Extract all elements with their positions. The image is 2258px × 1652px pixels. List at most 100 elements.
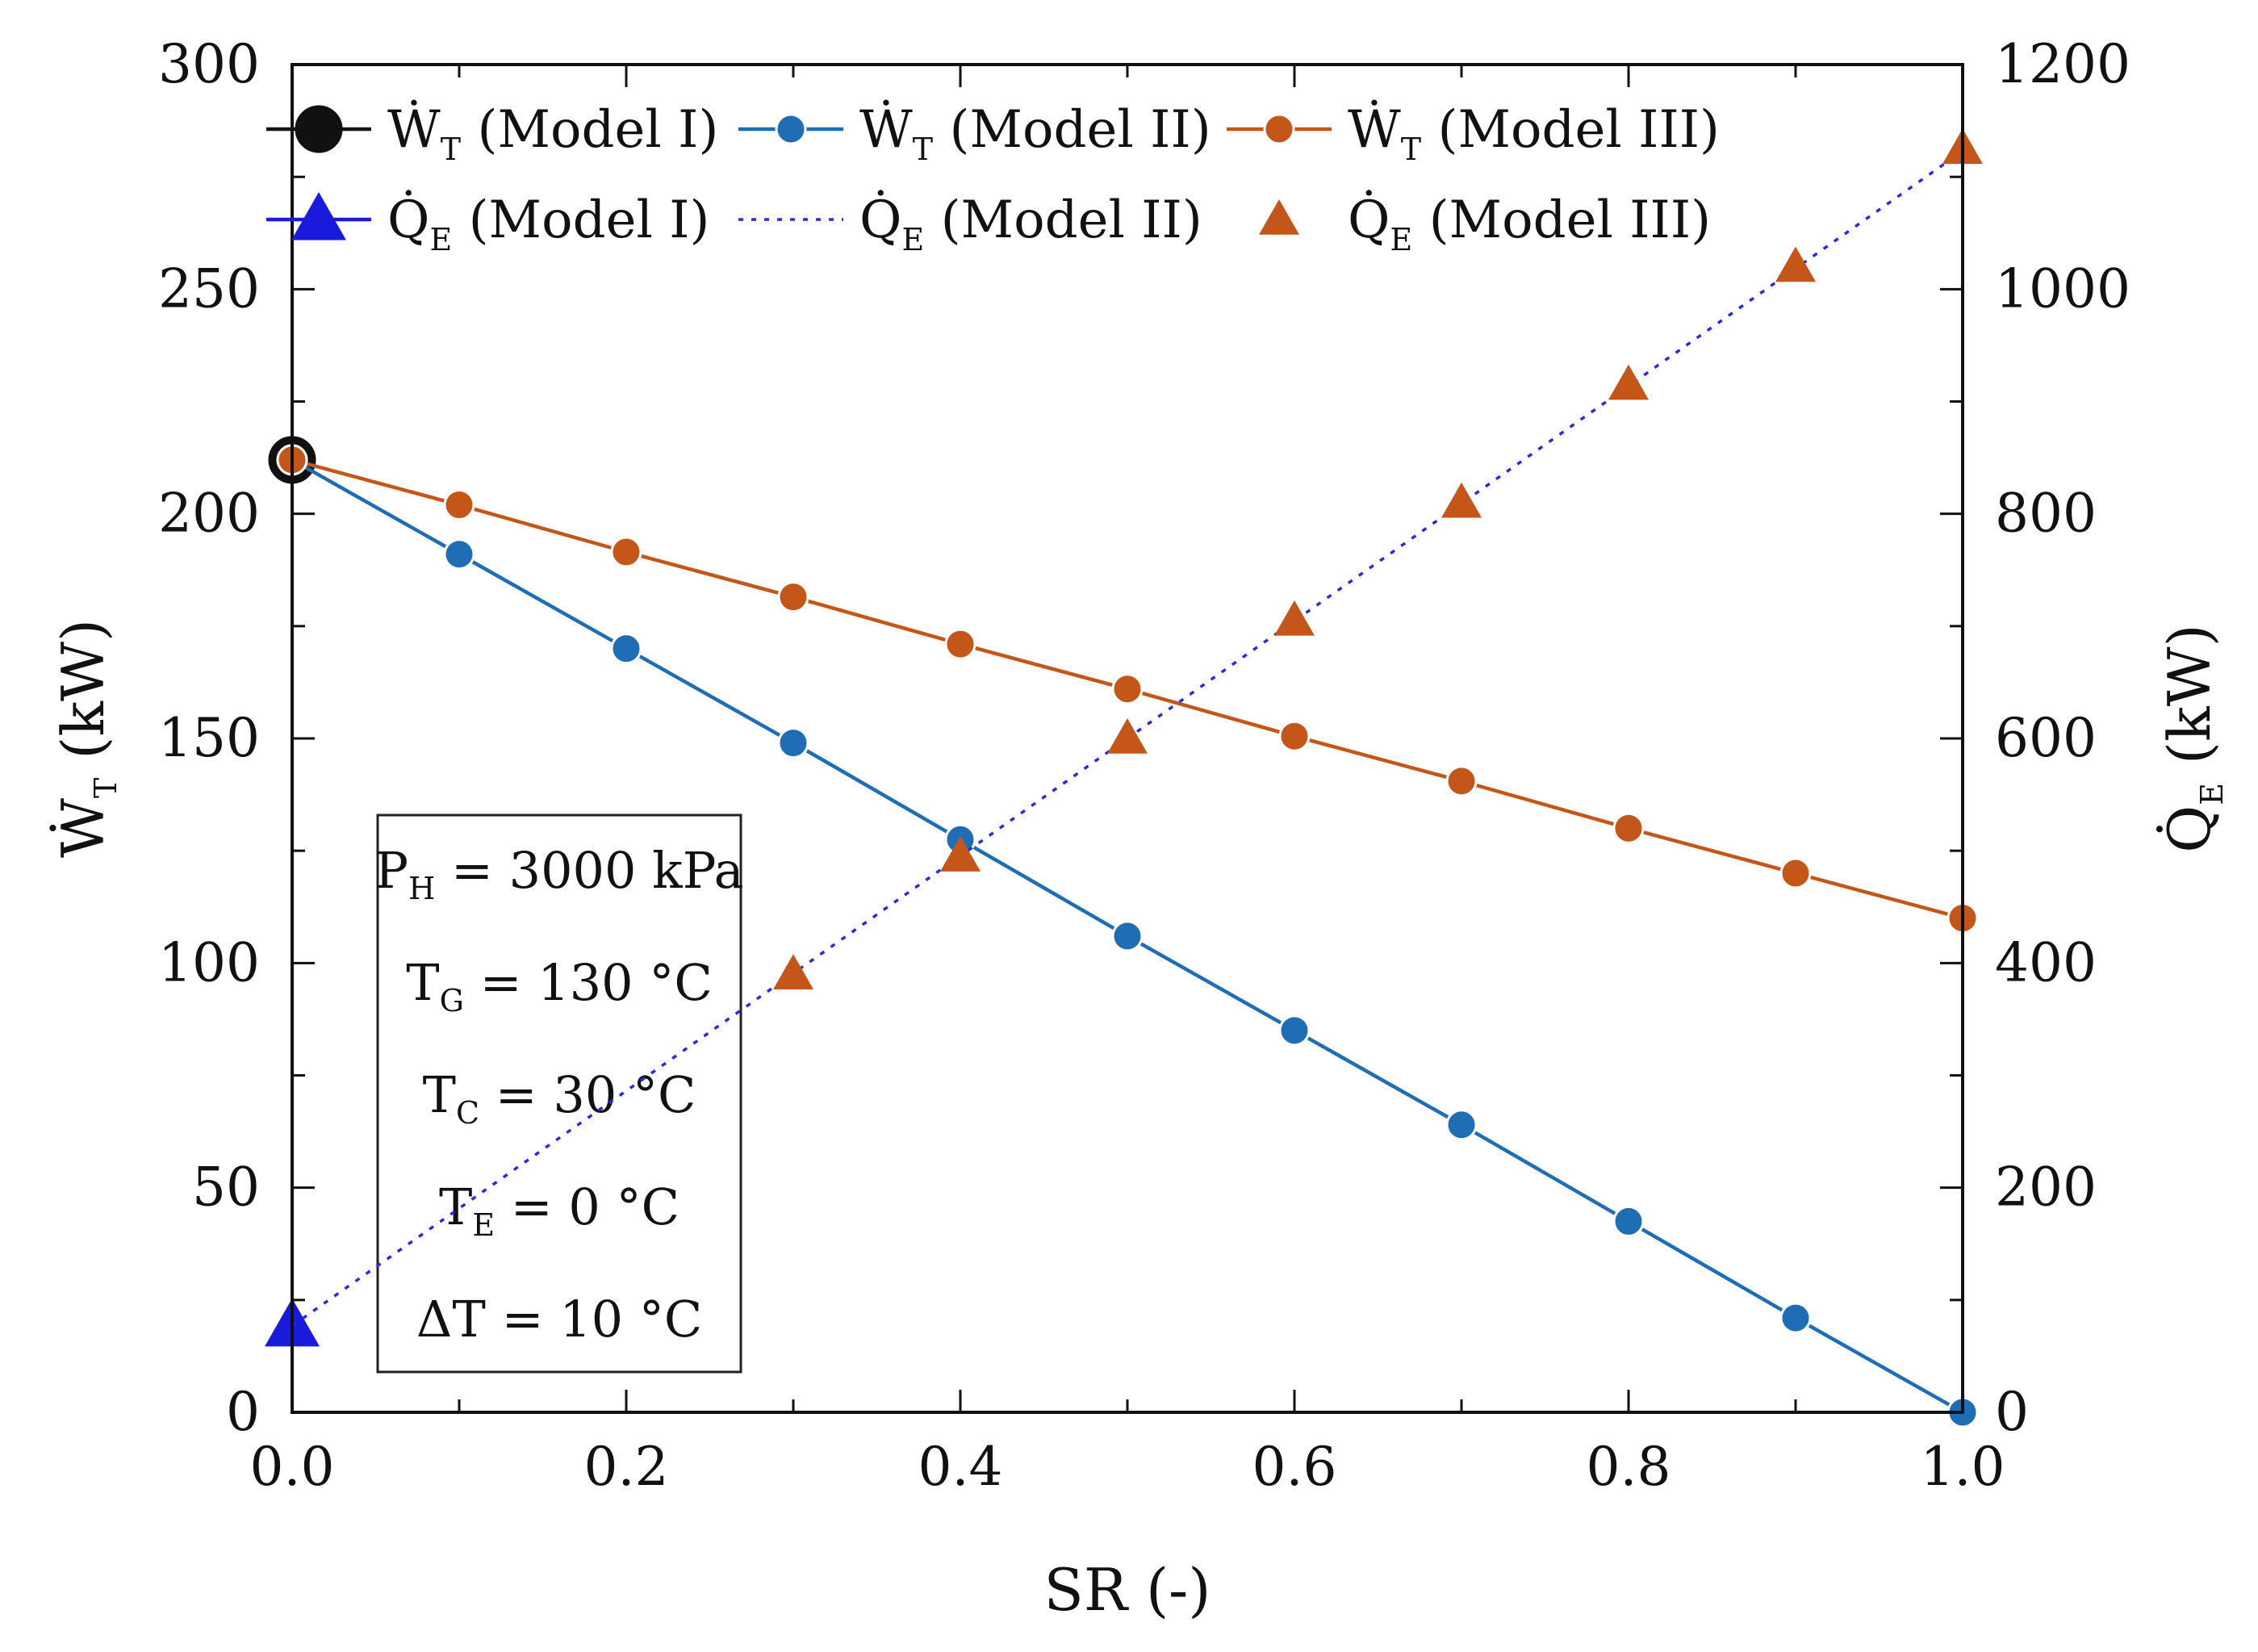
y-left-axis-unit: (kW): [49, 619, 117, 778]
x-tick-label: 0.6: [1252, 1436, 1337, 1498]
annotation-subscript: E: [472, 1207, 495, 1243]
y-left-axis-title: ẆT (kW): [48, 619, 123, 858]
data-point: [610, 536, 642, 568]
legend-subscript: E: [1390, 222, 1412, 257]
data-point: [1612, 812, 1645, 844]
annotation-value: = 30 °C: [479, 1065, 696, 1124]
legend-item: Q̇E (Model II): [738, 189, 1202, 257]
legend-label: ẆT (Model II): [859, 99, 1211, 167]
y-right-tick-label: 800: [1995, 483, 2097, 545]
annotation-subscript: C: [456, 1095, 479, 1131]
x-tick-label: 0.0: [250, 1436, 335, 1498]
x-tick-label: 0.4: [918, 1436, 1003, 1498]
data-point: [940, 836, 981, 872]
legend-model: (Model III): [1412, 190, 1711, 250]
data-point: [773, 954, 813, 989]
y-right-tick-label: 200: [1995, 1156, 2097, 1219]
data-point: [443, 538, 475, 571]
y-left-tick-label: 50: [192, 1156, 260, 1219]
annotation-subscript: G: [440, 983, 464, 1018]
data-point: [1779, 857, 1812, 889]
x-tick-label: 0.2: [584, 1436, 669, 1498]
legend-item: ẆT (Model III): [1227, 99, 1720, 167]
data-point: [777, 727, 809, 759]
data-point: [777, 581, 809, 613]
legend-marker: [775, 113, 807, 145]
legend-marker: [291, 192, 346, 240]
legend: ẆT (Model I) ẆT (Model II) ẆT (Model III)Q…: [266, 99, 1720, 257]
annotation-line: TE = 0 °C: [439, 1177, 679, 1243]
data-point: [1278, 1014, 1311, 1047]
x-axis-title: SR (-): [1044, 1556, 1211, 1624]
legend-label: ẆT (Model III): [1348, 99, 1720, 167]
legend-marker: [1259, 199, 1299, 235]
y-right-tick-label: 0: [1995, 1381, 2029, 1443]
y-left-axis-subscript: T: [88, 778, 123, 798]
y-left-tick-label: 300: [158, 33, 260, 95]
x-tick-label: 0.8: [1587, 1436, 1671, 1498]
y-right-tick-label: 600: [1995, 707, 2097, 769]
annotation-line: PH = 3000 kPa: [374, 841, 743, 906]
annotation-symbol: P: [374, 841, 408, 900]
data-point: [1608, 364, 1649, 400]
legend-subscript: E: [901, 222, 924, 257]
data-point: [1111, 920, 1144, 952]
data-point: [1274, 600, 1315, 636]
legend-item: ẆT (Model II): [738, 99, 1211, 167]
legend-model: (Model III): [1421, 100, 1720, 160]
data-point: [1612, 1205, 1645, 1237]
annotation-line: TC = 30 °C: [423, 1065, 696, 1131]
legend-symbol: Ẇ: [859, 99, 913, 160]
legend-marker: [295, 105, 343, 153]
annotation-symbol: ΔT: [416, 1290, 486, 1349]
annotation-line: ΔT = 10 °C: [416, 1290, 703, 1349]
annotation-symbol: T: [439, 1177, 472, 1236]
y-right-axis-title: Q̇E (kW): [2155, 624, 2230, 852]
legend-symbol: Q̇: [1348, 189, 1390, 250]
annotation-box-frame: [376, 813, 742, 1374]
annotation-value: = 130 °C: [464, 953, 713, 1012]
annotation-line: TG = 130 °C: [406, 953, 713, 1018]
y-left-tick-label: 100: [158, 931, 260, 993]
legend-subscript: T: [441, 132, 461, 167]
legend-subscript: T: [913, 132, 933, 167]
legend-item: Q̇E (Model III): [1259, 189, 1711, 257]
data-point: [1775, 246, 1816, 282]
legend-label: Q̇E (Model III): [1348, 189, 1711, 257]
legend-label: Q̇E (Model II): [859, 189, 1202, 257]
y-left-tick-label: 150: [158, 707, 260, 769]
legend-subscript: E: [429, 222, 452, 257]
data-point: [1107, 718, 1148, 754]
legend-model: (Model II): [924, 190, 1202, 250]
legend-model: (Model II): [933, 100, 1211, 160]
y-left-axis-symbol: Ẇ: [48, 798, 117, 858]
annotation-subscript: H: [408, 871, 435, 906]
y-left-tick-label: 250: [158, 257, 260, 320]
annotation-value: = 3000 kPa: [435, 841, 743, 900]
axis-titles: SR (-)ẆT (kW)Q̇E (kW): [48, 619, 2230, 1624]
axes: 0.0 0.2 0.4 0.6 0.8 1.00501001502002503000200…: [158, 33, 2130, 1498]
legend-model: (Model I): [452, 190, 709, 250]
data-point: [443, 489, 475, 521]
y-left-tick-label: 0: [226, 1381, 260, 1443]
annotation-symbol: T: [406, 953, 439, 1012]
data-point: [1445, 1109, 1478, 1141]
data-point: [1441, 482, 1482, 518]
annotation-value: = 0 °C: [495, 1177, 679, 1236]
legend-symbol: Ẇ: [387, 99, 441, 160]
y-right-tick-label: 400: [1995, 931, 2097, 993]
data-point: [610, 633, 642, 665]
legend-label: ẆT (Model I): [387, 99, 718, 167]
legend-marker: [1263, 113, 1295, 145]
annotation-symbol: T: [423, 1065, 456, 1124]
legend-symbol: Q̇: [387, 189, 429, 250]
y-right-axis-subscript: E: [2194, 783, 2230, 805]
legend-subscript: T: [1401, 132, 1421, 167]
y-right-tick-label: 1000: [1995, 257, 2130, 320]
y-right-axis-unit: (kW): [2156, 624, 2223, 783]
legend-symbol: Ẇ: [1348, 99, 1401, 160]
legend-item: Q̇E (Model I): [266, 189, 710, 257]
